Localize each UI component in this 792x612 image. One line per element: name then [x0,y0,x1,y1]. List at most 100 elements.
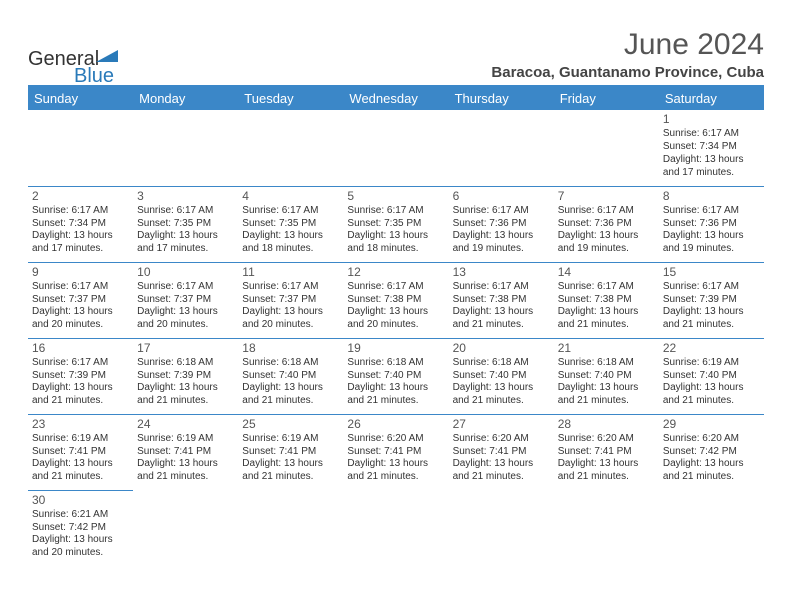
sunrise-text: Sunrise: 6:17 AM [32,281,129,294]
sunrise-text: Sunrise: 6:17 AM [558,281,655,294]
daylight-text: Daylight: 13 hours and 20 minutes. [137,306,234,332]
location-text: Baracoa, Guantanamo Province, Cuba [28,64,764,81]
calendar-cell [133,110,238,186]
sunset-text: Sunset: 7:36 PM [453,218,550,231]
calendar-cell: 28Sunrise: 6:20 AMSunset: 7:41 PMDayligh… [554,414,659,490]
calendar-cell [238,110,343,186]
sunset-text: Sunset: 7:37 PM [242,294,339,307]
day-number: 18 [242,341,339,356]
calendar-cell: 4Sunrise: 6:17 AMSunset: 7:35 PMDaylight… [238,186,343,262]
sunrise-text: Sunrise: 6:20 AM [663,433,760,446]
daylight-text: Daylight: 13 hours and 21 minutes. [32,458,129,484]
day-number: 15 [663,265,760,280]
sunset-text: Sunset: 7:39 PM [137,370,234,383]
daylight-text: Daylight: 13 hours and 17 minutes. [32,230,129,256]
sunrise-text: Sunrise: 6:18 AM [137,357,234,370]
sunset-text: Sunset: 7:35 PM [347,218,444,231]
calendar-cell [659,490,764,566]
calendar-cell: 2Sunrise: 6:17 AMSunset: 7:34 PMDaylight… [28,186,133,262]
sunset-text: Sunset: 7:38 PM [558,294,655,307]
sunrise-text: Sunrise: 6:17 AM [242,281,339,294]
daylight-text: Daylight: 13 hours and 21 minutes. [347,458,444,484]
calendar-cell [343,110,448,186]
calendar-cell [449,490,554,566]
day-number: 17 [137,341,234,356]
day-number: 3 [137,189,234,204]
daylight-text: Daylight: 13 hours and 21 minutes. [558,458,655,484]
sunrise-text: Sunrise: 6:19 AM [663,357,760,370]
calendar-cell [554,490,659,566]
sunrise-text: Sunrise: 6:21 AM [32,509,129,522]
sunrise-text: Sunrise: 6:19 AM [242,433,339,446]
calendar-cell: 10Sunrise: 6:17 AMSunset: 7:37 PMDayligh… [133,262,238,338]
day-number: 26 [347,417,444,432]
header-row: Sunday Monday Tuesday Wednesday Thursday… [28,86,764,110]
page-title: June 2024 [28,28,764,62]
daylight-text: Daylight: 13 hours and 21 minutes. [558,382,655,408]
calendar-cell [343,490,448,566]
calendar-cell: 1Sunrise: 6:17 AMSunset: 7:34 PMDaylight… [659,110,764,186]
day-number: 28 [558,417,655,432]
sunrise-text: Sunrise: 6:17 AM [242,205,339,218]
calendar-cell: 20Sunrise: 6:18 AMSunset: 7:40 PMDayligh… [449,338,554,414]
daylight-text: Daylight: 13 hours and 21 minutes. [453,458,550,484]
day-number: 14 [558,265,655,280]
col-fri: Friday [554,86,659,110]
day-number: 5 [347,189,444,204]
daylight-text: Daylight: 13 hours and 21 minutes. [242,382,339,408]
table-row: 1Sunrise: 6:17 AMSunset: 7:34 PMDaylight… [28,110,764,186]
calendar-cell [449,110,554,186]
sunset-text: Sunset: 7:42 PM [32,522,129,535]
calendar-cell: 27Sunrise: 6:20 AMSunset: 7:41 PMDayligh… [449,414,554,490]
col-thu: Thursday [449,86,554,110]
sunrise-text: Sunrise: 6:17 AM [663,128,760,141]
calendar-cell: 24Sunrise: 6:19 AMSunset: 7:41 PMDayligh… [133,414,238,490]
calendar-cell [28,110,133,186]
calendar-cell [554,110,659,186]
day-number: 27 [453,417,550,432]
sunset-text: Sunset: 7:34 PM [663,141,760,154]
sunrise-text: Sunrise: 6:17 AM [453,281,550,294]
calendar-cell: 13Sunrise: 6:17 AMSunset: 7:38 PMDayligh… [449,262,554,338]
sunset-text: Sunset: 7:34 PM [32,218,129,231]
daylight-text: Daylight: 13 hours and 18 minutes. [242,230,339,256]
calendar-cell: 17Sunrise: 6:18 AMSunset: 7:39 PMDayligh… [133,338,238,414]
daylight-text: Daylight: 13 hours and 19 minutes. [453,230,550,256]
table-row: 30Sunrise: 6:21 AMSunset: 7:42 PMDayligh… [28,490,764,566]
daylight-text: Daylight: 13 hours and 21 minutes. [663,382,760,408]
sunrise-text: Sunrise: 6:17 AM [453,205,550,218]
sunrise-text: Sunrise: 6:17 AM [347,281,444,294]
sunset-text: Sunset: 7:40 PM [558,370,655,383]
calendar-cell: 18Sunrise: 6:18 AMSunset: 7:40 PMDayligh… [238,338,343,414]
daylight-text: Daylight: 13 hours and 20 minutes. [32,306,129,332]
day-number: 24 [137,417,234,432]
sunset-text: Sunset: 7:38 PM [347,294,444,307]
sunrise-text: Sunrise: 6:19 AM [137,433,234,446]
daylight-text: Daylight: 13 hours and 17 minutes. [663,154,760,180]
calendar-body: 1Sunrise: 6:17 AMSunset: 7:34 PMDaylight… [28,110,764,566]
sunset-text: Sunset: 7:40 PM [663,370,760,383]
sunset-text: Sunset: 7:41 PM [32,446,129,459]
sunrise-text: Sunrise: 6:17 AM [558,205,655,218]
day-number: 12 [347,265,444,280]
calendar-cell: 21Sunrise: 6:18 AMSunset: 7:40 PMDayligh… [554,338,659,414]
day-number: 10 [137,265,234,280]
sunset-text: Sunset: 7:41 PM [558,446,655,459]
calendar-cell: 7Sunrise: 6:17 AMSunset: 7:36 PMDaylight… [554,186,659,262]
sunset-text: Sunset: 7:40 PM [242,370,339,383]
calendar-cell: 3Sunrise: 6:17 AMSunset: 7:35 PMDaylight… [133,186,238,262]
day-number: 7 [558,189,655,204]
sunset-text: Sunset: 7:36 PM [663,218,760,231]
sunrise-text: Sunrise: 6:18 AM [242,357,339,370]
sunset-text: Sunset: 7:39 PM [32,370,129,383]
sunset-text: Sunset: 7:40 PM [347,370,444,383]
calendar-table: Sunday Monday Tuesday Wednesday Thursday… [28,85,764,566]
table-row: 9Sunrise: 6:17 AMSunset: 7:37 PMDaylight… [28,262,764,338]
day-number: 19 [347,341,444,356]
table-row: 16Sunrise: 6:17 AMSunset: 7:39 PMDayligh… [28,338,764,414]
sunrise-text: Sunrise: 6:18 AM [558,357,655,370]
sunset-text: Sunset: 7:38 PM [453,294,550,307]
sunset-text: Sunset: 7:35 PM [137,218,234,231]
sunrise-text: Sunrise: 6:17 AM [137,205,234,218]
sunset-text: Sunset: 7:42 PM [663,446,760,459]
